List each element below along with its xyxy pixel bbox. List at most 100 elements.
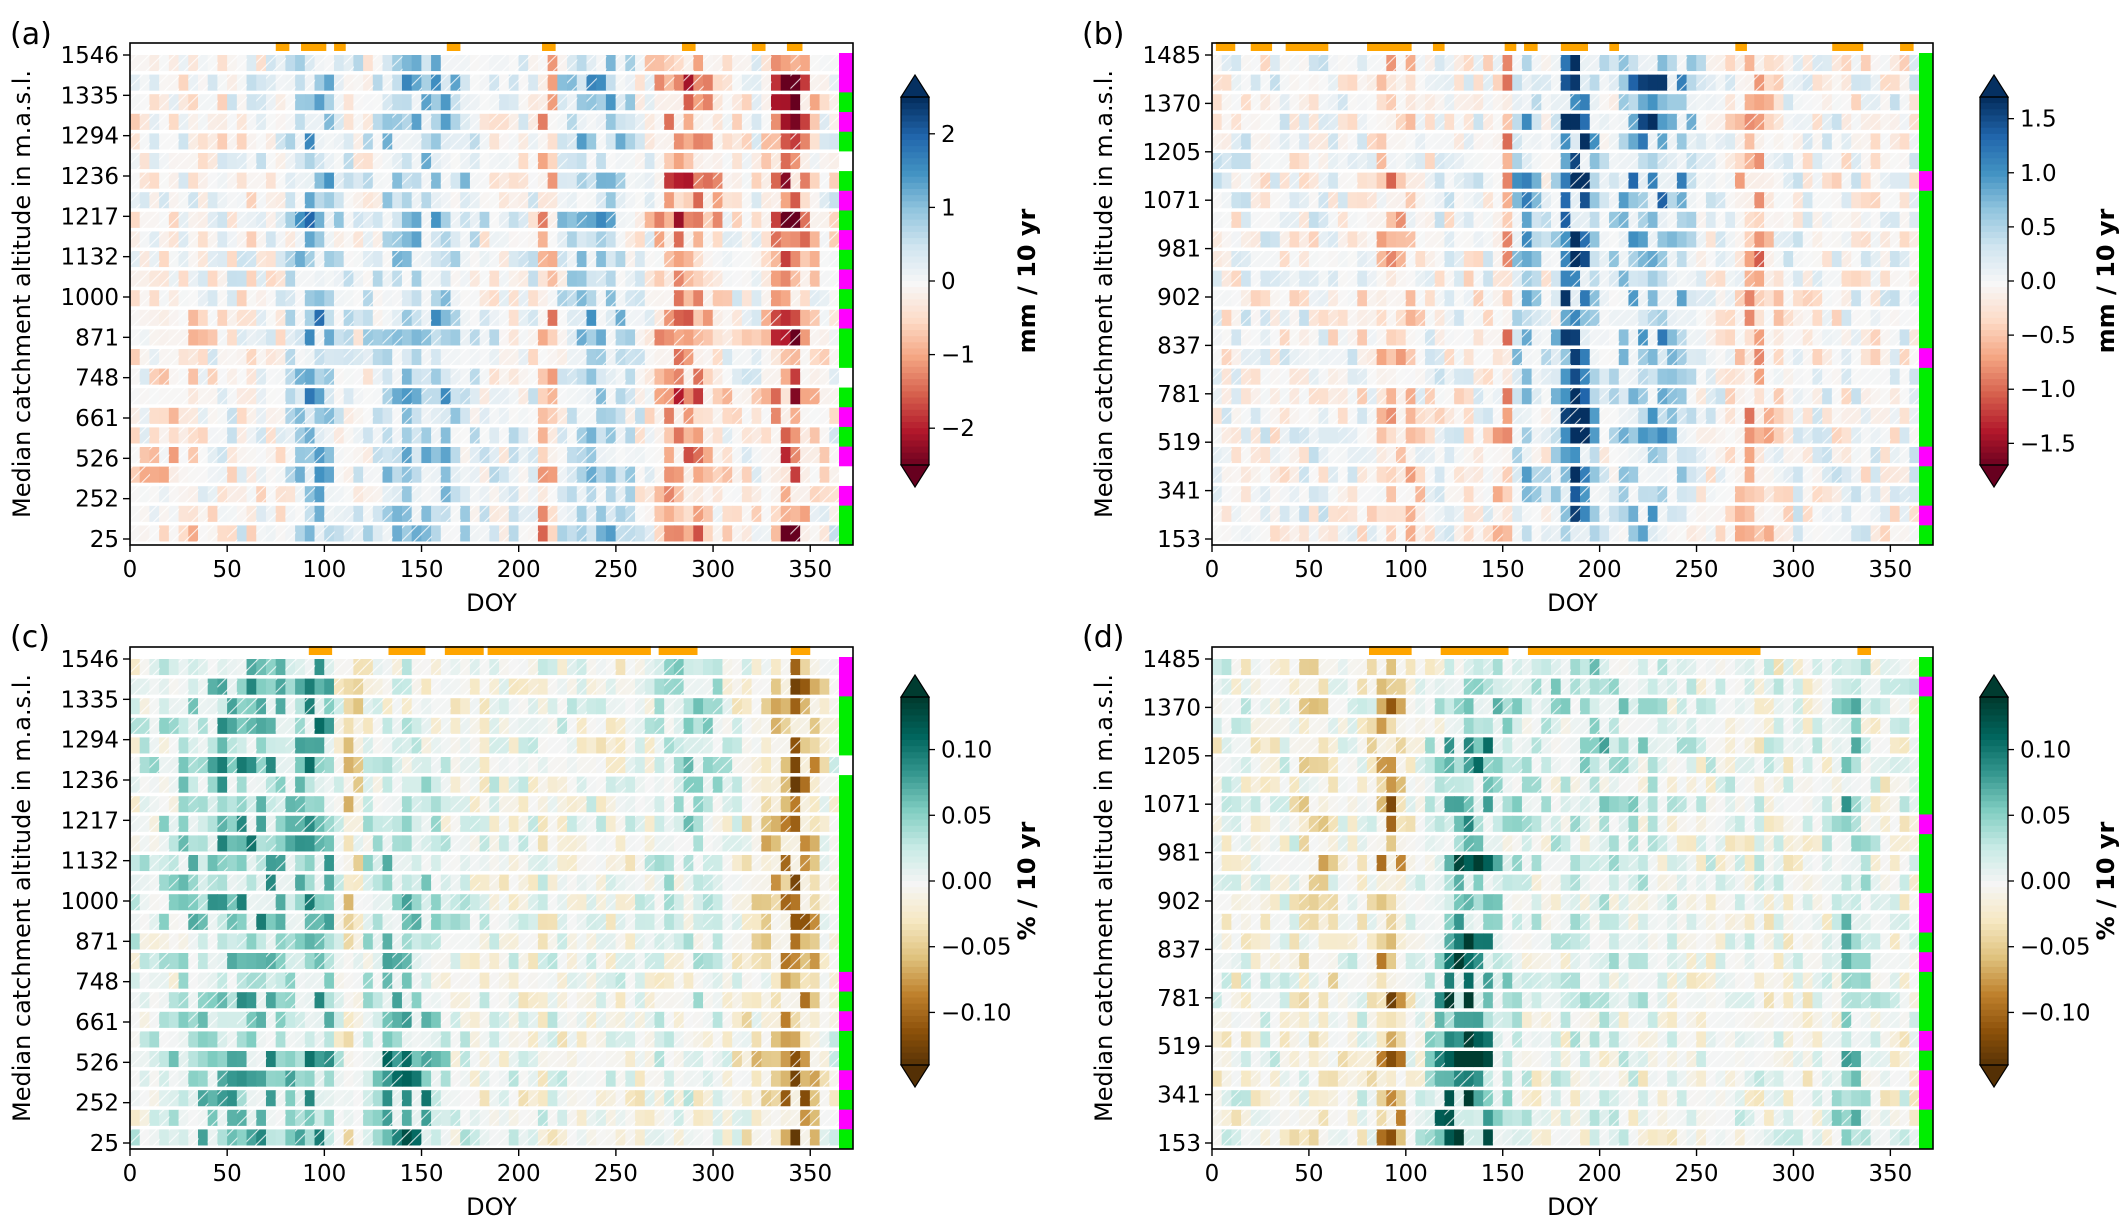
- hatch-cell: [615, 349, 626, 366]
- hatch-cell: [197, 113, 209, 130]
- hatch-cell: [499, 74, 510, 91]
- heatmap-cell: [790, 309, 801, 326]
- hatch-cell: [139, 231, 151, 248]
- hatch-cell: [635, 55, 646, 72]
- hatch-cell: [741, 388, 753, 405]
- hatch-cell: [314, 525, 325, 542]
- hatch-cell: [664, 486, 675, 503]
- hatch-cell: [343, 192, 354, 209]
- heatmap-cell: [1521, 466, 1533, 483]
- heatmap-cell: [236, 270, 248, 287]
- heatmap-cell: [1492, 427, 1504, 444]
- hatch-cell: [421, 94, 432, 111]
- hatch-cell: [518, 211, 529, 228]
- heatmap-cell: [1676, 486, 1688, 503]
- heatmap-cell: [1589, 74, 1600, 91]
- hatch-cell: [159, 329, 170, 346]
- heatmap-cell: [1260, 447, 1271, 464]
- hatch-cell: [401, 172, 413, 189]
- heatmap-cell: [1744, 505, 1755, 522]
- heatmap-cell: [712, 329, 724, 346]
- heatmap-cell: [790, 388, 801, 405]
- heatmap-cell: [236, 407, 248, 424]
- heatmap-cell: [1589, 466, 1600, 483]
- heatmap-cell: [1889, 505, 1901, 522]
- heatmap-cell: [207, 74, 219, 91]
- hatch-cell: [159, 133, 170, 150]
- heatmap-cell: [1638, 486, 1649, 503]
- hatch-cell: [139, 172, 151, 189]
- hatch-cell: [304, 270, 316, 287]
- heatmap-cell: [683, 525, 694, 542]
- hatch-cell: [207, 388, 219, 405]
- hatch-cell: [207, 427, 219, 444]
- hatch-cell: [275, 172, 286, 189]
- hatch-cell: [528, 231, 539, 248]
- heatmap-cell: [159, 525, 170, 542]
- hatch-cell: [401, 525, 413, 542]
- heatmap-cell: [1347, 505, 1358, 522]
- heatmap-cell: [809, 251, 821, 268]
- hatch-cell: [722, 153, 733, 170]
- hatch-cell: [353, 447, 364, 464]
- hatch-cell: [421, 251, 432, 268]
- hatch-cell: [149, 368, 160, 385]
- hatch-cell: [236, 153, 248, 170]
- heatmap-cell: [722, 525, 733, 542]
- heatmap-cell: [1715, 309, 1726, 326]
- heatmap-cell: [324, 447, 335, 464]
- panel-label: (b): [1082, 17, 1124, 52]
- hatch-cell: [363, 505, 374, 522]
- hatch-cell: [246, 368, 257, 385]
- hatch-cell: [479, 290, 490, 307]
- hatch-cell: [780, 486, 792, 503]
- heatmap-cell: [363, 525, 374, 542]
- heatmap-cell: [1580, 349, 1591, 366]
- heatmap-cell: [1512, 153, 1523, 170]
- heatmap-cell: [751, 329, 762, 346]
- hatch-cell: [217, 486, 228, 503]
- heatmap-cell: [596, 94, 607, 111]
- heatmap-cell: [1744, 466, 1755, 483]
- hatch-cell: [625, 192, 636, 209]
- hatch-cell: [130, 270, 141, 287]
- colorbar-segment: [901, 336, 929, 343]
- heatmap-cell: [1231, 192, 1242, 209]
- hatch-cell: [372, 427, 384, 444]
- hatch-cell: [149, 309, 160, 326]
- heatmap-cell: [304, 525, 316, 542]
- hatch-cell: [576, 309, 588, 326]
- hatch-cell: [829, 290, 840, 307]
- heatmap-cell: [1212, 172, 1223, 189]
- heatmap-cell: [732, 290, 743, 307]
- hatch-cell: [780, 505, 792, 522]
- heatmap-cell: [576, 231, 588, 248]
- hatch-cell: [576, 447, 588, 464]
- hatch-cell: [528, 133, 539, 150]
- heatmap-cell: [353, 329, 364, 346]
- significance-mark: [275, 42, 290, 51]
- heatmap-cell: [1347, 113, 1358, 130]
- hatch-cell: [450, 505, 461, 522]
- hatch-cell: [168, 290, 180, 307]
- heatmap-cell: [1657, 113, 1668, 130]
- heatmap-cell: [1570, 55, 1581, 72]
- hatch-cell: [479, 192, 490, 209]
- heatmap-cell: [265, 172, 277, 189]
- hatch-cell: [479, 486, 490, 503]
- hatch-cell: [304, 486, 316, 503]
- hatch-cell: [771, 133, 782, 150]
- heatmap-cell: [1396, 231, 1407, 248]
- heatmap-cell: [1628, 231, 1639, 248]
- hatch-cell: [324, 368, 335, 385]
- y-tick-label: 1294: [60, 124, 119, 150]
- hatch-cell: [304, 211, 316, 228]
- hatch-cell: [683, 368, 694, 385]
- hatch-cell: [489, 368, 500, 385]
- hatch-cell: [178, 486, 189, 503]
- heatmap-cell: [1580, 251, 1591, 268]
- heatmap-cell: [1744, 309, 1755, 326]
- hatch-cell: [615, 192, 626, 209]
- heatmap-cell: [401, 329, 413, 346]
- heatmap-cell: [304, 309, 316, 326]
